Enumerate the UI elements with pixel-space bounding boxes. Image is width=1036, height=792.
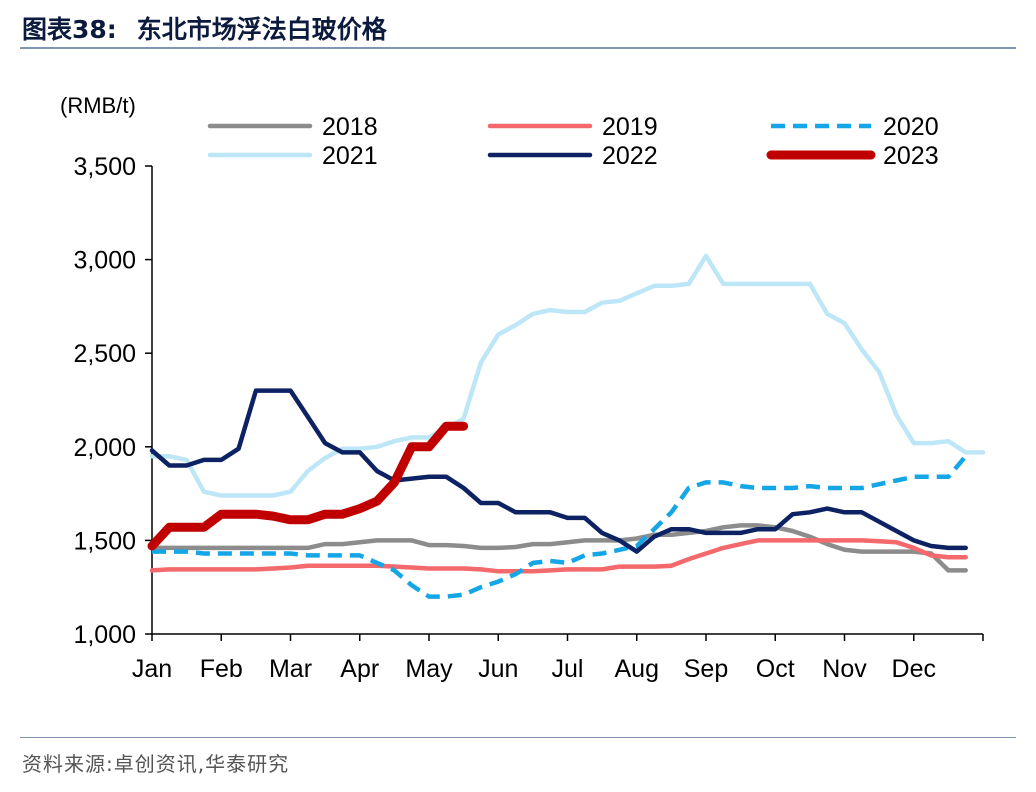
x-tick-label: Dec	[892, 655, 936, 683]
title-divider	[20, 47, 1016, 49]
x-tick-label: Apr	[340, 655, 379, 683]
source-note: 资料来源:卓创资讯,华泰研究	[22, 752, 290, 776]
y-axis-label: (RMB/t)	[60, 93, 136, 118]
legend-label-2020: 2020	[883, 113, 939, 141]
y-tick-label: 3,000	[73, 247, 136, 275]
x-tick-label: Jul	[552, 655, 584, 683]
figure-title-prefix: 图表38:	[22, 15, 117, 44]
x-tick-label: Mar	[269, 655, 312, 683]
figure-title-text: 东北市场浮法白玻价格	[136, 15, 387, 44]
legend-label-2022: 2022	[602, 142, 658, 170]
series-line-2018	[149, 523, 968, 573]
x-tick-label: May	[405, 655, 453, 683]
x-tick-label: Sep	[684, 655, 728, 683]
legend-label-2018: 2018	[322, 113, 378, 141]
series-line-2022	[149, 388, 968, 554]
y-tick-label: 2,500	[73, 340, 136, 368]
legend-label-2023: 2023	[883, 142, 939, 170]
x-tick-label: Feb	[200, 655, 243, 683]
legend: 2018 2019 2020 2021 2022 2023	[207, 113, 939, 170]
y-tick-label: 3,500	[73, 153, 136, 181]
x-tick-label: Oct	[756, 655, 795, 683]
figure-title: 图表38: 东北市场浮法白玻价格	[22, 10, 387, 50]
y-tick-label: 2,000	[73, 434, 136, 462]
legend-label-2021: 2021	[322, 142, 378, 170]
axes: 1,000 1,500 2,000 2,500 3,000 3,500 (RMB/t) Jan…	[60, 93, 984, 683]
series-line-2023	[147, 421, 469, 551]
x-tick-label: Jun	[478, 655, 518, 683]
series-line-2021	[149, 253, 986, 498]
footer-divider	[20, 737, 1016, 738]
series-line-2019	[149, 538, 968, 574]
y-tick-label: 1,000	[73, 621, 136, 649]
x-tick-label: Aug	[615, 655, 659, 683]
x-tick-label: Nov	[822, 655, 867, 683]
x-tick-label: Jan	[132, 655, 172, 683]
y-tick-label: 1,500	[73, 527, 136, 555]
legend-label-2019: 2019	[602, 113, 658, 141]
series-lines	[147, 253, 986, 599]
series-line-2020	[152, 454, 968, 599]
